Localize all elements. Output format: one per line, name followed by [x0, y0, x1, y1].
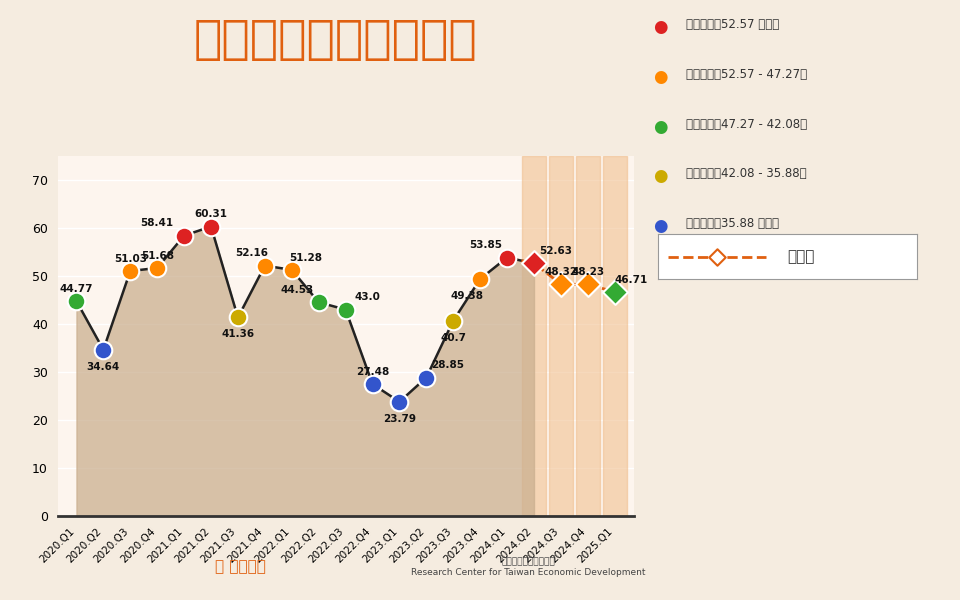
Text: 43.0: 43.0 [354, 292, 380, 302]
Bar [522, 156, 546, 516]
Text: ●: ● [653, 217, 667, 235]
Text: 台灣經濟發展研究中心
Research Center for Taiwan Economic Development: 台灣經濟發展研究中心 Research Center for Taiwan Ec… [411, 557, 645, 577]
Text: 景氣遲緩（42.08 - 35.88）: 景氣遲緩（42.08 - 35.88） [686, 167, 807, 181]
Point [311, 298, 326, 307]
Point [204, 222, 219, 232]
Text: ●: ● [653, 68, 667, 86]
Point [445, 316, 461, 325]
Point [472, 274, 488, 284]
Text: 40.7: 40.7 [441, 332, 467, 343]
Bar [549, 156, 573, 516]
Text: 52.63: 52.63 [540, 246, 572, 256]
Point [177, 231, 192, 241]
Text: 51.28: 51.28 [289, 253, 322, 263]
Text: 48.32: 48.32 [544, 267, 578, 277]
Point [96, 345, 111, 355]
Point [392, 397, 407, 407]
Point [499, 253, 515, 262]
Point [580, 280, 595, 289]
Point [607, 287, 622, 296]
Point [709, 252, 725, 262]
Text: 48.23: 48.23 [571, 267, 605, 277]
Text: 27.48: 27.48 [356, 367, 389, 377]
Text: 23.79: 23.79 [383, 414, 416, 424]
Text: 景氣低迷（35.88 以下）: 景氣低迷（35.88 以下） [686, 217, 780, 230]
Text: 44.77: 44.77 [60, 284, 93, 294]
Text: 58.41: 58.41 [140, 218, 174, 229]
Point [69, 296, 84, 306]
Text: ●: ● [653, 167, 667, 185]
Text: 景氣過熱（52.57 以上）: 景氣過熱（52.57 以上） [686, 18, 780, 31]
Text: 49.38: 49.38 [450, 291, 483, 301]
Text: 51.03: 51.03 [114, 254, 147, 264]
Point [526, 259, 541, 268]
Point [123, 266, 138, 276]
Text: 51.68: 51.68 [141, 251, 174, 261]
Point [553, 279, 568, 289]
Bar [603, 156, 627, 516]
Text: 52.16: 52.16 [235, 248, 268, 259]
Bar [576, 156, 600, 516]
Text: 60.31: 60.31 [195, 209, 228, 220]
Text: 景氣熱絡（52.57 - 47.27）: 景氣熱絡（52.57 - 47.27） [686, 68, 807, 81]
Text: 46.71: 46.71 [614, 275, 648, 284]
Text: ●: ● [653, 18, 667, 36]
Text: 34.64: 34.64 [86, 362, 120, 372]
Point [230, 313, 246, 322]
Text: 預測值: 預測值 [787, 249, 815, 264]
Point [419, 373, 434, 382]
Point [338, 305, 353, 314]
Point [257, 261, 273, 271]
Point [150, 263, 165, 273]
Point [365, 379, 380, 389]
Text: ●: ● [653, 118, 667, 136]
Text: 44.53: 44.53 [280, 285, 314, 295]
Text: 景氣穩定（47.27 - 42.08）: 景氣穩定（47.27 - 42.08） [686, 118, 807, 131]
Text: 台 台灣房屋: 台 台灣房屋 [215, 559, 265, 575]
Text: 台灣房屋市場景氣燈號: 台灣房屋市場景氣燈號 [194, 18, 478, 63]
Point [284, 265, 300, 275]
Text: 41.36: 41.36 [222, 329, 254, 340]
Text: 28.85: 28.85 [431, 361, 465, 370]
Text: 53.85: 53.85 [469, 241, 502, 250]
